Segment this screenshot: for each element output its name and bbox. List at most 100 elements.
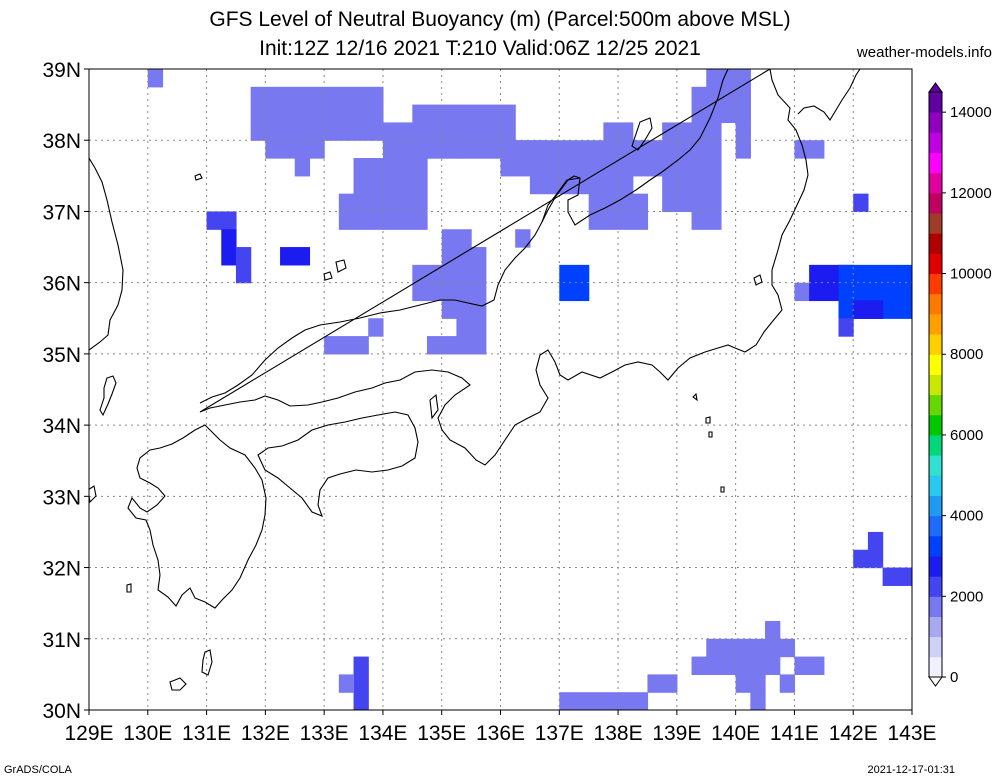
colorbar-seg-27 (929, 112, 942, 133)
xtick-label-14: 143E (887, 722, 936, 745)
colorbar-seg-24 (929, 172, 942, 194)
xtick-label-13: 142E (829, 722, 878, 745)
coastline-noto (541, 175, 581, 223)
lnb-cell-43 (867, 531, 884, 551)
lnb-cell-30 (441, 300, 487, 319)
xtick-label-2: 131E (182, 722, 231, 745)
ytick-label-8: 38N (42, 130, 81, 153)
lnb-cell-20 (691, 211, 722, 230)
lnb-cell-6 (412, 104, 458, 124)
colorbar-seg-28 (929, 92, 942, 113)
lnb-cell-32 (456, 318, 487, 337)
ytick-label-9: 39N (42, 59, 81, 82)
lnb-cell-29 (441, 229, 472, 248)
colorbar-min-arrow (928, 676, 943, 687)
island-yakushima (169, 677, 187, 691)
lnb-cell-11 (382, 158, 428, 230)
colorbar-seg-23 (929, 192, 942, 214)
footer-timestamp: 2021-12-17-01:31 (867, 764, 955, 776)
colorbar-seg-4 (929, 576, 942, 597)
xtick-label-9: 138E (594, 722, 643, 745)
colorbar-label-7: 14000 (950, 104, 992, 121)
coastline-sado (631, 117, 653, 151)
colorbar-label-3: 6000 (950, 427, 983, 444)
colorbar-label-0: 0 (950, 669, 958, 686)
colorbar-max-arrow (928, 82, 943, 93)
lnb-cell-34 (324, 336, 369, 355)
island-koshiki (126, 583, 132, 593)
lnb-cell-14 (603, 122, 634, 141)
lnb-fill-layer (147, 69, 912, 710)
xtick-label-5: 134E (358, 722, 407, 745)
ytick-label-2: 32N (42, 558, 81, 581)
coastline-korea (89, 157, 124, 351)
lnb-cell-9 (338, 193, 384, 230)
xtick-label-3: 132E (241, 722, 290, 745)
lnb-cell-35 (368, 318, 384, 337)
colorbar-seg-26 (929, 132, 942, 154)
colorbar-seg-20 (929, 253, 942, 275)
island-ulleung-2 (753, 274, 763, 286)
island-izu-1 (692, 392, 698, 402)
colorbar-seg-18 (929, 293, 942, 315)
lnb-cell-53 (779, 674, 796, 693)
coastline-hokkaido (797, 69, 861, 121)
ytick-label-0: 30N (42, 700, 81, 723)
colorbar-label-2: 4000 (950, 508, 983, 525)
ytick-label-4: 34N (42, 415, 81, 438)
lnb-cell-4 (324, 86, 384, 141)
lnb-cell-40 (853, 300, 884, 319)
island-izu-4 (720, 486, 725, 493)
ytick-label-6: 36N (42, 273, 81, 296)
lnb-cell-24 (221, 229, 237, 266)
lnb-cell-42 (853, 549, 884, 569)
lnb-cell-51 (765, 620, 781, 640)
colorbar-seg-19 (929, 273, 942, 295)
lnb-cell-0 (147, 69, 164, 88)
lnb-cell-54 (794, 656, 825, 675)
colorbar-frame (928, 91, 943, 678)
colorbar-seg-7 (929, 515, 942, 537)
coastline-kyushu (127, 424, 267, 609)
coastline-shikoku (257, 411, 419, 517)
coastline-honshu (199, 69, 809, 466)
lnb-cell-45 (353, 656, 369, 710)
xtick-label-1: 130E (123, 722, 172, 745)
ytick-label-3: 33N (42, 486, 81, 509)
lnb-cell-15 (662, 122, 722, 213)
lnb-cell-21 (794, 140, 825, 159)
colorbar-seg-12 (929, 414, 942, 436)
xtick-label-0: 129E (64, 722, 113, 745)
island-izu-3 (708, 431, 713, 438)
island-tanegashima (201, 649, 213, 676)
xtick-label-10: 139E (652, 722, 701, 745)
colorbar-label-1: 2000 (950, 588, 983, 605)
coastlines (89, 69, 861, 691)
xtick-label-4: 133E (300, 722, 349, 745)
coastline-oki (335, 259, 347, 273)
lnb-cell-23 (206, 211, 237, 230)
lnb-cell-44 (882, 567, 912, 586)
lnb-cell-16 (691, 86, 751, 124)
colorbar-seg-14 (929, 374, 942, 396)
xtick-label-8: 137E (535, 722, 584, 745)
lnb-cell-37 (794, 282, 810, 302)
lnb-cell-49 (691, 656, 781, 675)
lnb-cell-47 (559, 692, 649, 710)
lnb-cell-41 (838, 318, 854, 337)
colorbar-seg-15 (929, 354, 942, 375)
lnb-cell-28 (441, 247, 487, 266)
lnb-cell-17 (706, 69, 751, 88)
colorbar-seg-16 (929, 334, 942, 355)
xtick-label-11: 140E (711, 722, 760, 745)
site-credit: weather-models.info (856, 44, 992, 61)
xtick-label-6: 135E (417, 722, 466, 745)
colorbar-label-4: 8000 (950, 346, 983, 363)
island-dogo (194, 173, 203, 181)
grid-lines (89, 69, 912, 710)
ytick-label-5: 35N (42, 344, 81, 367)
colorbar-seg-25 (929, 152, 942, 174)
axis-ticks: 129E 130E 131E 132E 133E 134E 135E 136E 137E 138E… (42, 59, 936, 745)
lnb-cell-31 (427, 336, 487, 355)
